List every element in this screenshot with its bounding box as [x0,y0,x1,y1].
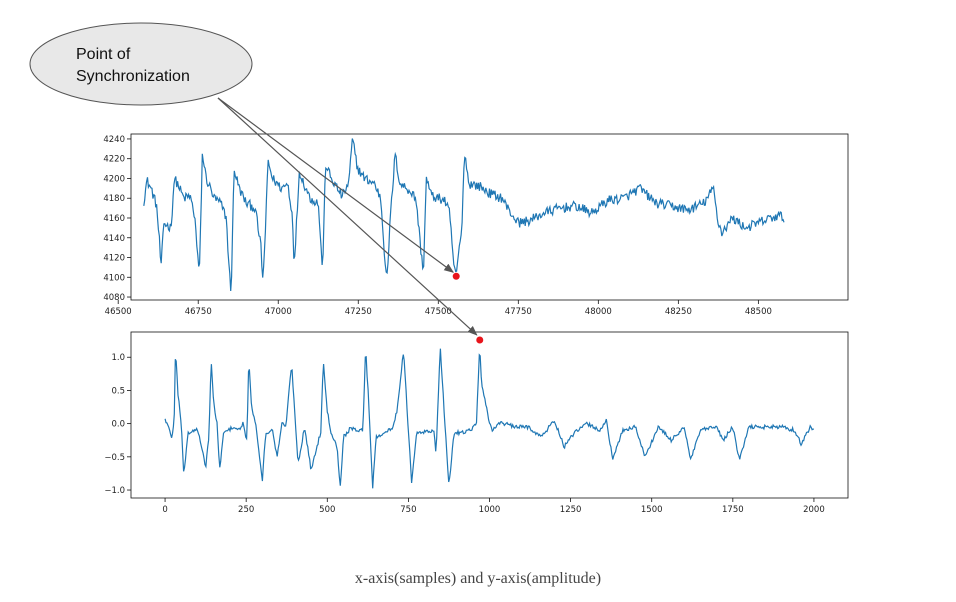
x-tick-label: 1250 [560,505,582,515]
chart-bottom-frame [130,331,849,499]
y-tick-label: 4080 [103,293,125,303]
x-tick-label: 1750 [722,505,744,515]
x-tick-label: 47250 [345,307,372,317]
x-tick-label: 48250 [665,307,692,317]
chart-bottom: −1.0 −0.5 0.0 0.5 1.0 0 250 500 750 1000 1250 1500… [104,331,849,515]
chart-bottom-series-line [164,348,815,489]
chart-top-frame [130,133,849,301]
callout-arrow-bottom [217,97,478,336]
x-tick-label: 48000 [585,307,612,317]
x-tick-label: 46750 [185,307,212,317]
callout-line-1: Point of [76,46,131,63]
x-tick-label: 750 [400,505,416,515]
chart-top-y-axis: 4080 4100 4120 4140 4160 4180 4200 4220 4240 [103,135,131,303]
x-tick-label: 47000 [265,307,292,317]
chart-top-x-axis: 46500 46750 47000 47250 47500 47750 48000 48250… [105,300,772,317]
chart-top-series-line [143,138,785,292]
x-tick-label: 500 [319,505,335,515]
y-tick-label: 4100 [103,273,125,283]
y-tick-label: 4180 [103,194,125,204]
callout-bubble [29,22,253,106]
x-tick-label: 2000 [803,505,825,515]
chart-bottom-y-axis: −1.0 −0.5 0.0 0.5 1.0 [104,353,131,496]
x-tick-label: 46500 [105,307,132,317]
x-tick-label: 1500 [641,505,663,515]
y-tick-label: 4200 [103,174,125,184]
chart-bottom-x-axis: 0 250 500 750 1000 1250 1500 1750 2000 [162,498,825,515]
figure-caption: x-axis(samples) and y-axis(amplitude) [354,570,602,587]
x-tick-label: 47750 [505,307,532,317]
callout-arrow-top [217,97,455,273]
y-tick-label: 4140 [103,234,125,244]
chart-bottom-sync-point [476,336,484,344]
x-tick-label: 250 [238,505,254,515]
y-tick-label: 4220 [103,155,125,165]
chart-top-sync-point [452,272,460,280]
callout: Point of Synchronization [29,22,253,106]
y-tick-label: 4240 [103,135,125,145]
y-tick-label: −0.5 [104,453,125,463]
y-tick-label: 4120 [103,254,125,264]
chart-top: 4080 4100 4120 4140 4160 4180 4200 4220 4240 465… [103,133,849,317]
y-tick-label: 0.0 [111,420,125,430]
y-tick-label: 1.0 [111,353,125,363]
x-tick-label: 48500 [745,307,772,317]
x-tick-label: 0 [162,505,167,515]
x-tick-label: 47500 [425,307,452,317]
callout-line-2: Synchronization [76,68,190,85]
x-tick-label: 1000 [479,505,501,515]
y-tick-label: −1.0 [104,486,125,496]
y-tick-label: 0.5 [111,386,125,396]
y-tick-label: 4160 [103,214,125,224]
